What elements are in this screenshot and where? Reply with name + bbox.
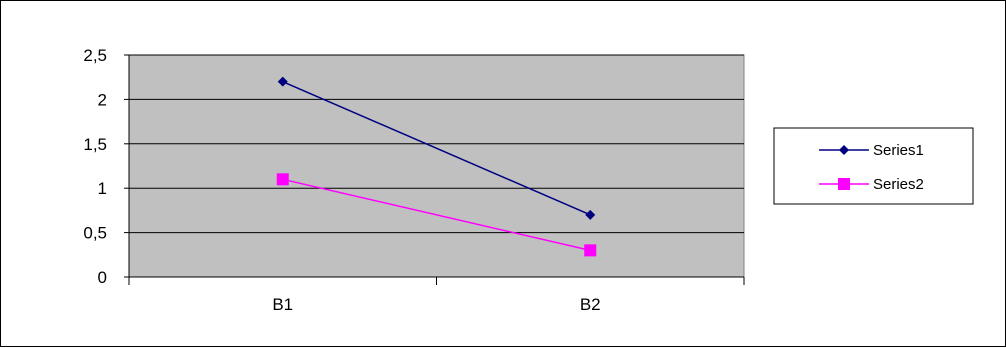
- y-tick-labels: 0 0,5 1 1,5 2 2,5: [83, 46, 107, 287]
- y-tick-label: 2,5: [83, 46, 107, 65]
- x-tick-label: B1: [272, 295, 293, 314]
- legend: Series1 Series2: [773, 127, 974, 205]
- plot-area: [128, 54, 745, 278]
- series-markers: [276, 76, 597, 257]
- y-tick-label: 1,5: [83, 135, 107, 154]
- data-point-series2: [276, 173, 289, 186]
- legend-box: [773, 127, 974, 205]
- legend-label-2: Series2: [873, 176, 924, 193]
- axes: [124, 54, 745, 285]
- y-tick-label: 1: [98, 179, 107, 198]
- y-tick-label: 0: [98, 268, 107, 287]
- y-tick-label: 0,5: [83, 224, 107, 243]
- data-point-series2: [584, 244, 597, 257]
- legend-marker-1: [839, 145, 849, 155]
- x-tick-labels: B1 B2: [272, 295, 600, 314]
- series-lines: [282, 80, 591, 252]
- legend-label-1: Series1: [873, 142, 924, 159]
- data-point-series1: [277, 76, 288, 87]
- data-point-series1: [585, 209, 596, 220]
- gridlines: [129, 54, 744, 234]
- series-line-2: [282, 178, 591, 252]
- y-tick-label: 2: [98, 90, 107, 109]
- legend-marker-2: [838, 178, 850, 190]
- legend-items: Series1 Series2: [819, 142, 924, 193]
- x-tick-label: B2: [580, 295, 601, 314]
- series-line-1: [282, 80, 591, 216]
